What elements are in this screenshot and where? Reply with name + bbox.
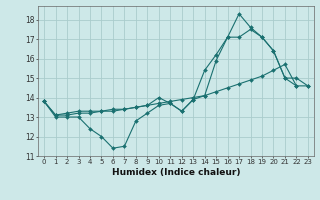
X-axis label: Humidex (Indice chaleur): Humidex (Indice chaleur) (112, 168, 240, 177)
